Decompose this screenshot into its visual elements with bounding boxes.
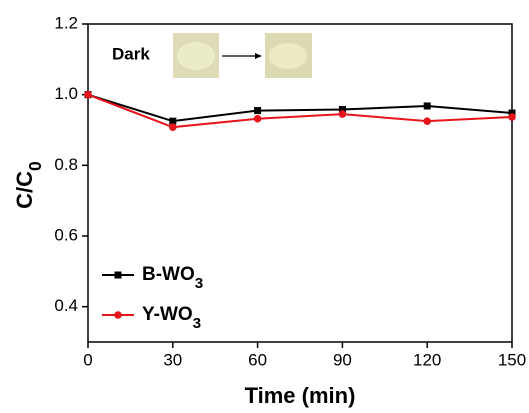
legend-label: B-WO3 xyxy=(142,264,203,292)
x-tick-label: 120 xyxy=(413,350,441,369)
series-line xyxy=(87,93,513,123)
x-tick-label: 0 xyxy=(83,350,92,369)
series-line xyxy=(87,93,513,129)
x-tick-label: 30 xyxy=(163,350,182,369)
plot-frame xyxy=(87,23,513,343)
powder xyxy=(269,43,307,69)
marker xyxy=(338,106,346,114)
y-tick-label: 1.2 xyxy=(54,13,78,32)
x-tick-label: 60 xyxy=(248,350,267,369)
marker xyxy=(169,117,177,125)
y-tick-label: 1.0 xyxy=(54,84,78,103)
marker xyxy=(423,117,432,125)
y-tick-label: 0.8 xyxy=(54,155,78,174)
y-tick-label: 0.6 xyxy=(54,225,78,244)
marker xyxy=(254,107,262,115)
marker xyxy=(508,113,516,121)
x-tick-label: 90 xyxy=(333,350,352,369)
marker xyxy=(338,110,347,118)
y-tick-label: 0.4 xyxy=(54,296,78,315)
legend-label: Y-WO3 xyxy=(142,304,201,332)
marker xyxy=(423,102,431,110)
x-axis-label: Time (min) xyxy=(245,383,356,408)
legend-marker xyxy=(114,311,122,319)
legend-marker xyxy=(114,271,122,279)
marker xyxy=(253,114,262,123)
marker xyxy=(169,123,177,131)
powder xyxy=(177,42,215,70)
x-tick-label: 150 xyxy=(498,350,526,369)
marker xyxy=(84,90,92,99)
marker xyxy=(508,109,516,117)
annotation: Dark xyxy=(112,44,150,63)
inset xyxy=(173,33,312,78)
y-axis-label: C/C0 xyxy=(12,161,45,209)
arrow-head xyxy=(255,53,262,59)
